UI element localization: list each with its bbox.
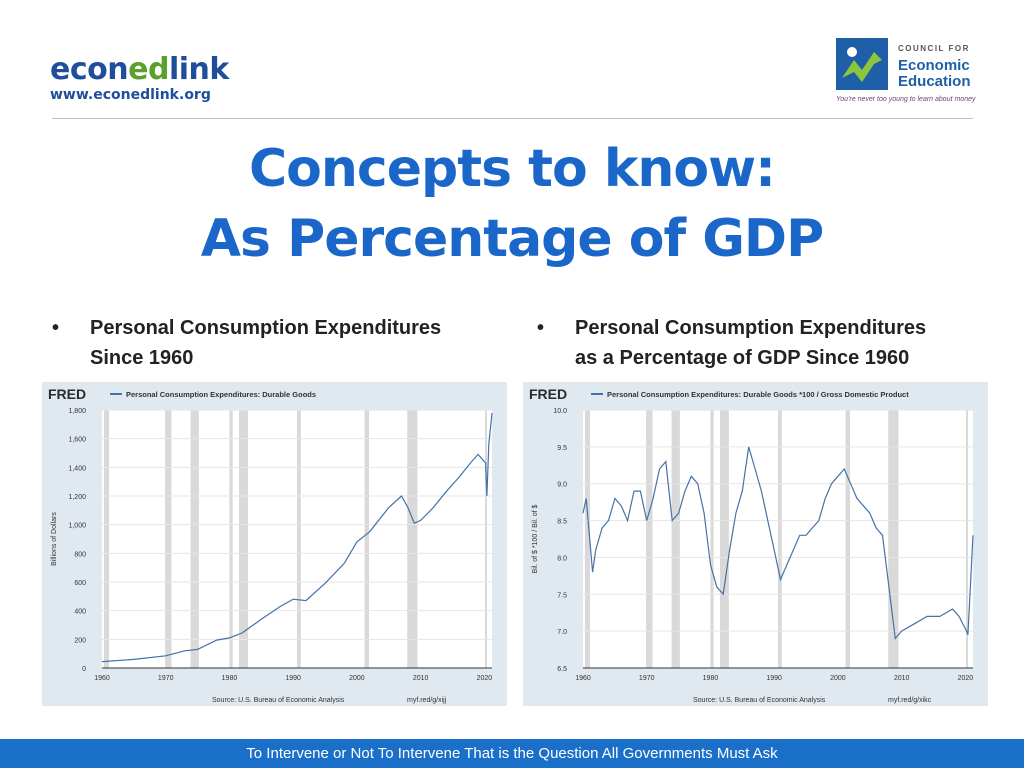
recession-bar: [364, 410, 370, 668]
cee-council-for: COUNCIL FOR: [898, 44, 970, 53]
chart-svg: FRED Personal Consumption Expenditures: D…: [48, 386, 493, 704]
y-tick-label: 8.0: [557, 555, 567, 562]
x-tick-label: 1980: [703, 675, 719, 682]
series-line: [101, 412, 493, 663]
recession-bar: [671, 410, 680, 668]
recession-bar: [646, 410, 653, 668]
x-tick-label: 2000: [349, 675, 365, 682]
footer-banner: To Intervene or Not To Intervene That is…: [0, 739, 1024, 768]
x-tick-label: 2020: [958, 675, 974, 682]
x-tick-label: 2020: [477, 675, 493, 682]
y-tick-label: 1,000: [68, 523, 86, 530]
bullet-text: Personal Consumption Expenditures Since 1…: [90, 317, 442, 369]
cee-tagline: You're never too young to learn about mo…: [836, 96, 976, 103]
y-tick-label: 9.0: [557, 482, 567, 489]
y-tick-label: 800: [74, 551, 86, 558]
recession-bar: [229, 410, 233, 668]
y-tick-label: 7.0: [557, 629, 567, 636]
legend-label: Personal Consumption Expenditures: Durab…: [126, 390, 316, 399]
header-divider: [52, 118, 973, 119]
y-tick-label: 600: [74, 580, 86, 587]
recession-bar: [103, 410, 110, 668]
y-axis-label: Billions of Dollars: [51, 512, 58, 566]
chart-link: myf.red/g/xijj: [407, 697, 447, 704]
bullet-dot: •: [537, 317, 545, 339]
y-tick-label: 6.5: [557, 666, 567, 673]
y-tick-label: 10.0: [553, 408, 567, 415]
fred-brand: FRED: [48, 386, 86, 402]
y-axis-label: Bil. of $ *100 / Bil. of $: [532, 504, 539, 573]
y-tick-label: 7.5: [557, 592, 567, 599]
econedlink-wordmark: econedlink: [50, 52, 229, 87]
y-tick-label: 8.5: [557, 519, 567, 526]
recession-bar: [845, 410, 851, 668]
x-tick-label: 1980: [222, 675, 238, 682]
x-tick-label: 2010: [894, 675, 910, 682]
y-tick-label: 9.5: [557, 445, 567, 452]
slide-title: Concepts to know: As Percentage of GDP: [0, 134, 1024, 274]
x-tick-label: 1970: [158, 675, 174, 682]
title-line-2: As Percentage of GDP: [200, 209, 824, 269]
legend-label: Personal Consumption Expenditures: Durab…: [607, 390, 909, 399]
x-tick-label: 1960: [94, 675, 110, 682]
x-tick-label: 1970: [639, 675, 655, 682]
recession-bar: [190, 410, 199, 668]
x-tick-label: 1990: [285, 675, 301, 682]
recession-bar: [888, 410, 899, 668]
y-tick-label: 1,800: [68, 408, 86, 415]
chart-source: Source: U.S. Bureau of Economic Analysis: [693, 697, 826, 704]
bullet-dot: •: [52, 317, 60, 339]
recession-bar: [165, 410, 172, 668]
x-tick-label: 2000: [830, 675, 846, 682]
recession-bar: [584, 410, 591, 668]
series-line: [582, 446, 974, 640]
cee-logo: COUNCIL FOR Economic Education You're nev…: [836, 38, 976, 108]
fred-chart-durable-goods-gdp: FRED Personal Consumption Expenditures: D…: [523, 382, 988, 706]
recession-bar: [965, 410, 968, 668]
fred-chart-durable-goods: FRED Personal Consumption Expenditures: D…: [42, 382, 507, 706]
chart-link: myf.red/g/xikc: [888, 697, 932, 704]
y-tick-label: 0: [82, 666, 86, 673]
y-tick-label: 1,200: [68, 494, 86, 501]
recession-bar: [239, 410, 248, 668]
bullet-text: Personal Consumption Expenditures as a Pe…: [575, 317, 927, 369]
cee-name: Economic Education: [898, 57, 971, 90]
title-line-1: Concepts to know:: [249, 139, 776, 199]
y-tick-label: 1,400: [68, 465, 86, 472]
cee-emblem-icon: [836, 38, 888, 90]
recession-bar: [407, 410, 418, 668]
recession-bar: [778, 410, 782, 668]
x-tick-label: 2010: [413, 675, 429, 682]
econedlink-url: www.econedlink.org: [50, 87, 211, 103]
y-tick-label: 400: [74, 609, 86, 616]
bullet-right: • Personal Consumption Expenditures as a …: [537, 313, 1007, 375]
recession-bar: [720, 410, 729, 668]
recession-bar: [484, 410, 487, 668]
chart-svg: FRED Personal Consumption Expenditures: D…: [529, 386, 974, 704]
recession-bar: [297, 410, 301, 668]
y-tick-label: 1,600: [68, 437, 86, 444]
x-tick-label: 1960: [575, 675, 591, 682]
chart-source: Source: U.S. Bureau of Economic Analysis: [212, 697, 345, 704]
x-tick-label: 1990: [766, 675, 782, 682]
fred-brand: FRED: [529, 386, 567, 402]
econedlink-logo: econedlink www.econedlink.org: [50, 52, 229, 104]
recession-bar: [710, 410, 714, 668]
y-tick-label: 200: [74, 637, 86, 644]
bullet-left: • Personal Consumption Expenditures Since…: [52, 313, 522, 375]
